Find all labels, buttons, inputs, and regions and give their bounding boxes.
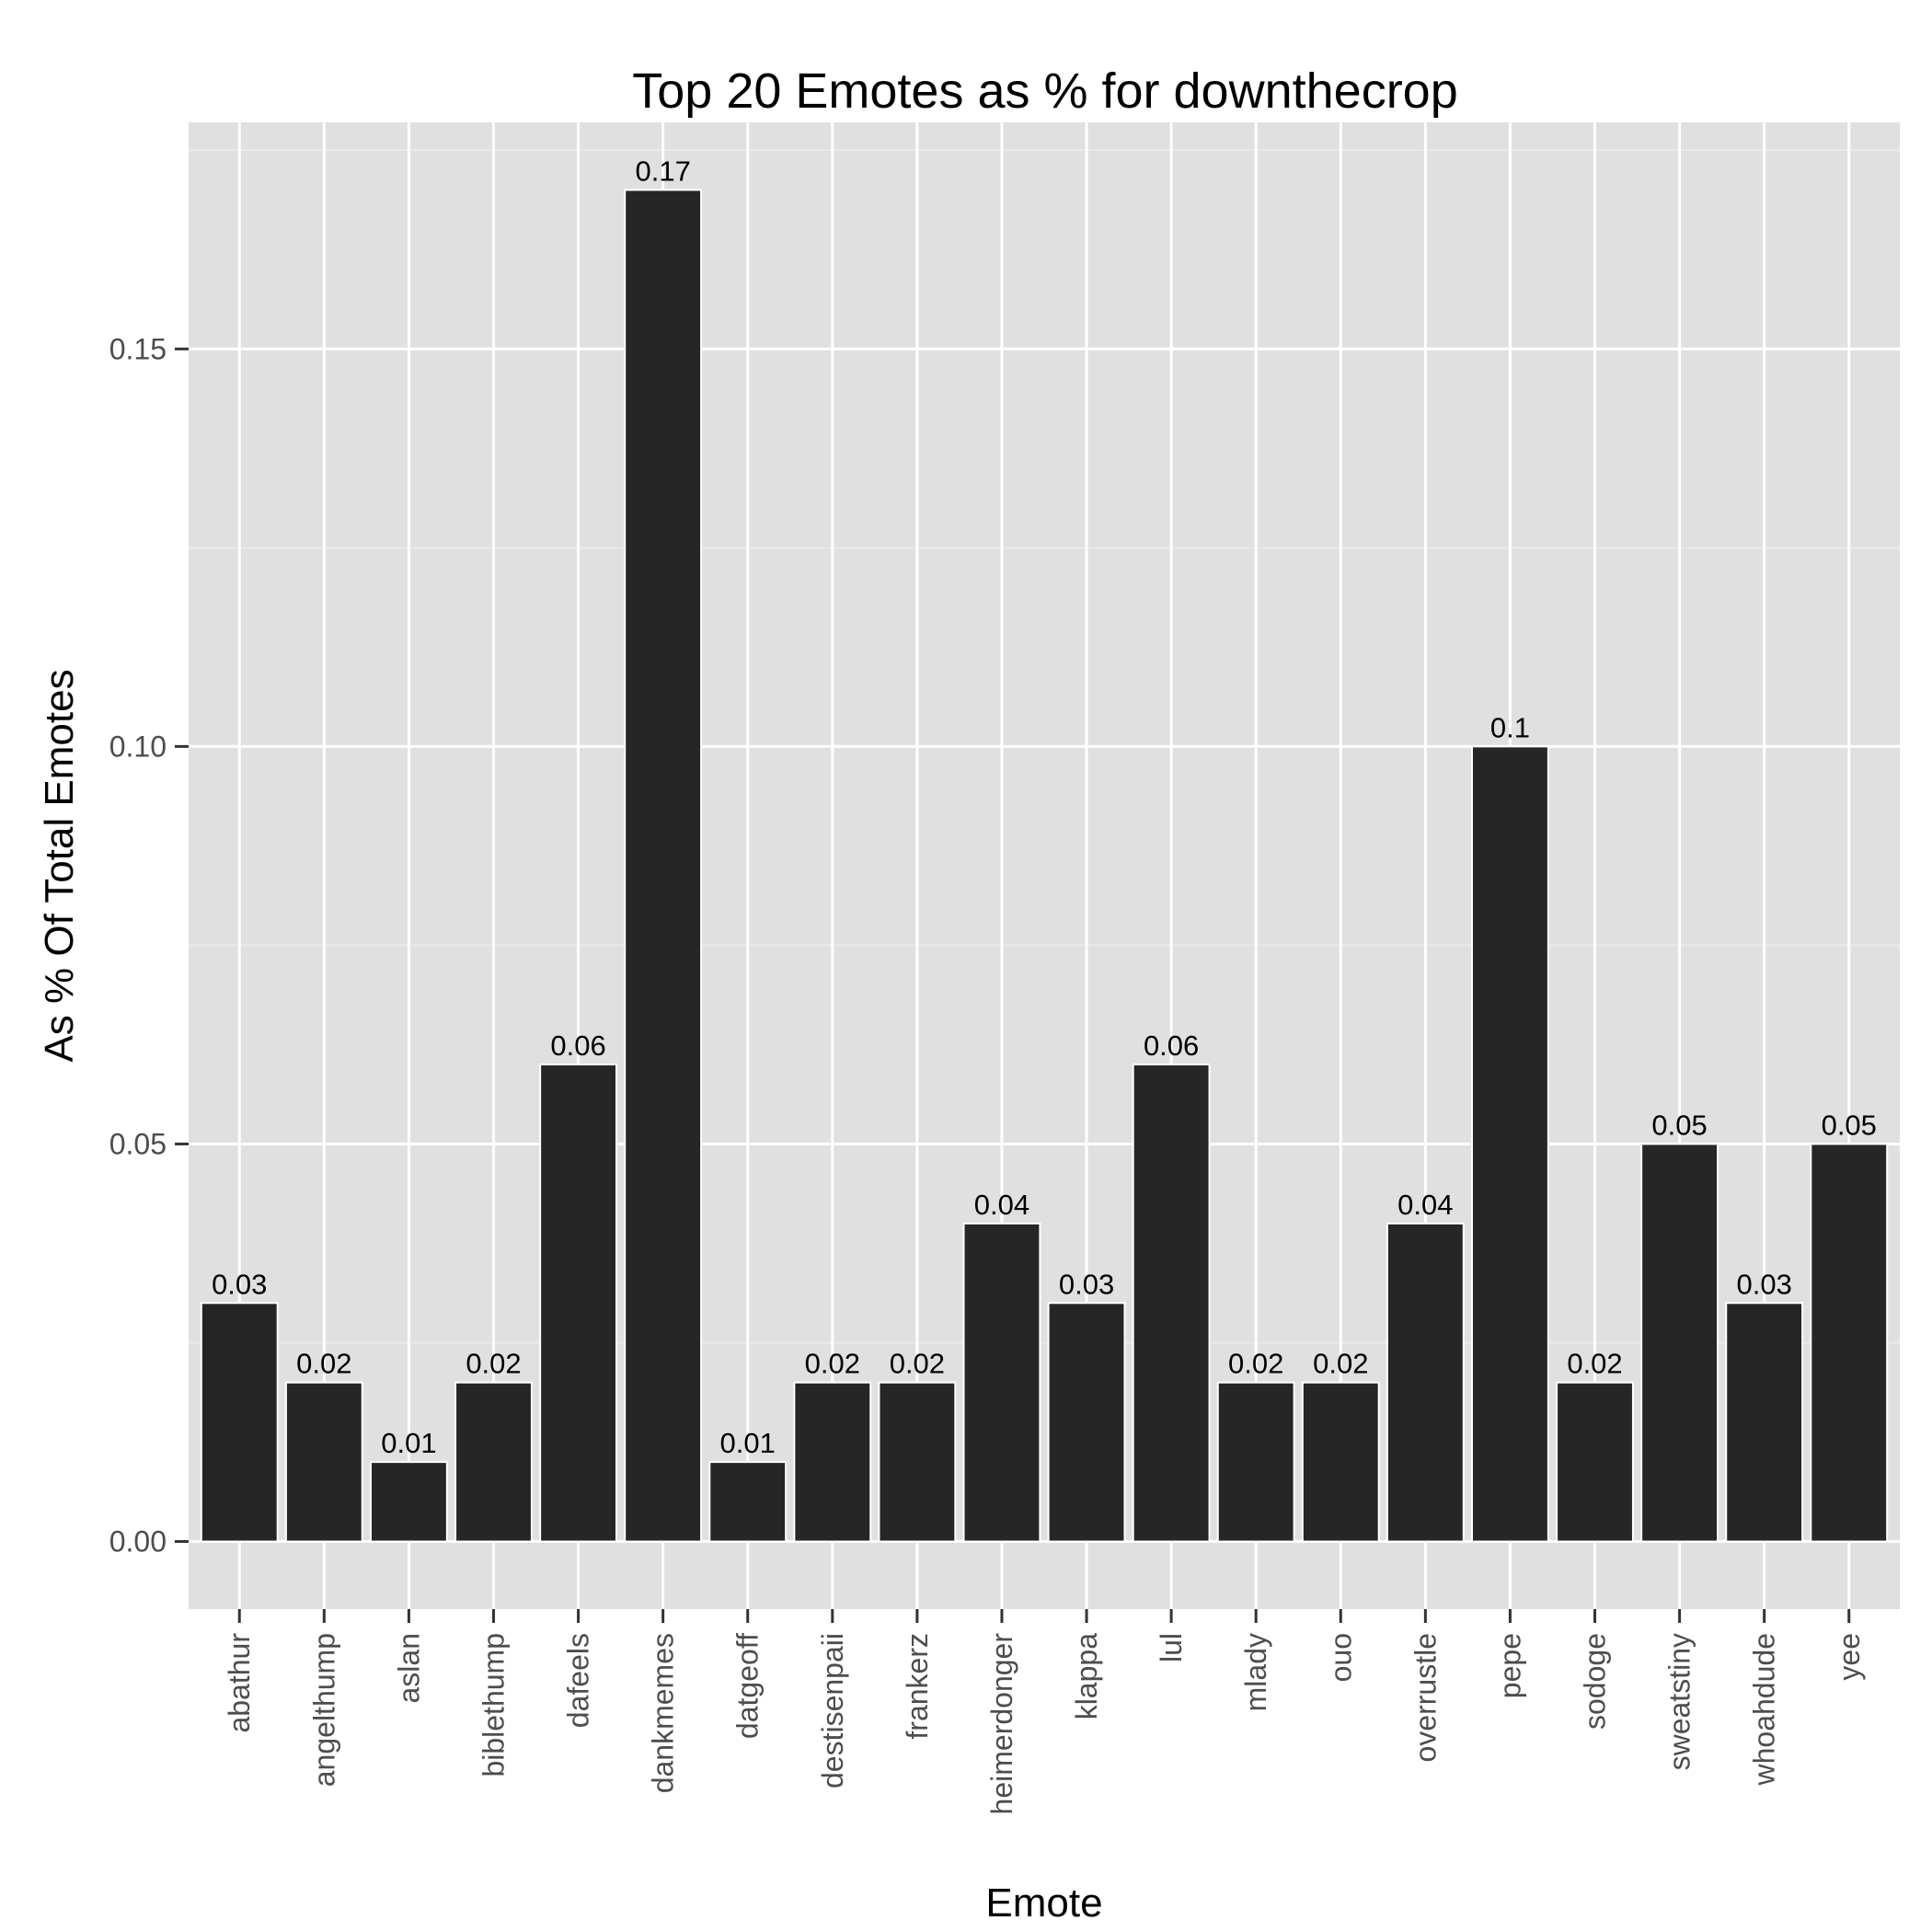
bar-value-label: 0.03 [1737, 1268, 1792, 1300]
bar-pepe [1471, 745, 1549, 1543]
bar-value-label: 0.02 [890, 1348, 945, 1380]
bar-aslan [369, 1461, 448, 1543]
bar-value-label: 0.17 [635, 155, 690, 187]
bar-klappa [1047, 1302, 1126, 1543]
x-tick-label: pepe [1493, 1633, 1526, 1698]
bar-heimerdonger [962, 1222, 1041, 1543]
bar-value-label: 0.02 [1313, 1348, 1368, 1380]
x-axis: abathur angelthump aslan biblethump dafeels d… [223, 1609, 1866, 1814]
bar-value-label: 0.04 [974, 1189, 1029, 1221]
x-tick-label: heimerdonger [985, 1633, 1018, 1815]
bar-value-label: 0.02 [805, 1348, 860, 1380]
x-tick-label: klappa [1070, 1633, 1103, 1720]
bar-datgeoff [708, 1461, 788, 1543]
bar-biblethump [454, 1381, 533, 1543]
bar-dafeels [539, 1064, 618, 1543]
y-tick-label: 0.05 [109, 1127, 167, 1160]
bar-mlady [1216, 1381, 1295, 1543]
bar-value-label: 0.03 [212, 1268, 267, 1300]
x-tick-label: dafeels [562, 1633, 595, 1728]
bar-value-label: 0.05 [1651, 1109, 1707, 1141]
x-tick-label: mlady [1239, 1633, 1272, 1711]
bar-overrustle [1386, 1222, 1465, 1543]
plot-panel [189, 122, 1900, 1609]
x-tick-label: sodoge [1579, 1633, 1612, 1730]
bar-sodoge [1556, 1381, 1634, 1543]
bar-destisenpaii [793, 1381, 872, 1543]
bar-value-label: 0.05 [1822, 1109, 1877, 1141]
x-tick-label: lul [1155, 1633, 1188, 1662]
bar-value-label: 0.1 [1490, 711, 1530, 743]
bar-value-label: 0.02 [466, 1348, 521, 1380]
x-tick-label: frankerz [901, 1633, 934, 1740]
y-tick-label: 0.10 [109, 730, 167, 763]
x-tick-label: overrustle [1409, 1633, 1442, 1763]
bar-lul [1132, 1064, 1211, 1543]
x-tick-label: whoahdude [1748, 1633, 1781, 1786]
bar-value-label: 0.04 [1397, 1189, 1453, 1221]
bar-sweatstiny [1640, 1143, 1719, 1543]
bar-value-label: 0.02 [296, 1348, 351, 1380]
bar-value-label: 0.01 [381, 1427, 436, 1459]
y-axis: 0.00 0.05 0.10 0.15 [109, 332, 189, 1558]
bar-whoahdude [1725, 1302, 1804, 1543]
x-axis-title: Emote [985, 1880, 1102, 1926]
bar-value-label: 0.06 [1144, 1029, 1199, 1062]
x-tick-label: dankmemes [647, 1633, 680, 1793]
bar-value-label: 0.03 [1059, 1268, 1114, 1300]
x-tick-label: sweatstiny [1663, 1633, 1696, 1770]
bars [200, 189, 1889, 1543]
bar-dankmemes [624, 189, 703, 1543]
x-tick-label: ouo [1324, 1633, 1357, 1682]
bar-value-label: 0.06 [550, 1029, 605, 1062]
bar-frankerz [878, 1381, 957, 1543]
minor-gridlines [189, 149, 1900, 1344]
bar-value-label: 0.01 [720, 1427, 776, 1459]
bar-angelthump [284, 1381, 363, 1543]
chart-title: Top 20 Emotes as % for downthecrop [632, 63, 1458, 119]
y-tick-label: 0.00 [109, 1525, 167, 1558]
bar-ouo [1301, 1381, 1380, 1543]
x-tick-label: destisenpaii [816, 1633, 849, 1788]
x-tick-label: yee [1833, 1633, 1866, 1681]
bar-value-label: 0.02 [1567, 1348, 1622, 1380]
y-tick-label: 0.15 [109, 332, 167, 365]
x-tick-label: abathur [223, 1633, 256, 1733]
bar-value-label: 0.02 [1228, 1348, 1283, 1380]
x-tick-label: datgeoff [731, 1633, 765, 1739]
x-tick-label: aslan [392, 1633, 425, 1704]
bar-abathur [200, 1302, 279, 1543]
bar-value-labels: 0.03 0.02 0.01 0.02 0.06 0.17 0.01 0.02 0.02 0.04… [212, 155, 1877, 1459]
y-axis-title: As % Of Total Emotes [37, 669, 82, 1062]
bar-yee [1810, 1143, 1889, 1543]
x-tick-label: biblethump [477, 1633, 510, 1777]
x-tick-label: angelthump [307, 1633, 340, 1787]
